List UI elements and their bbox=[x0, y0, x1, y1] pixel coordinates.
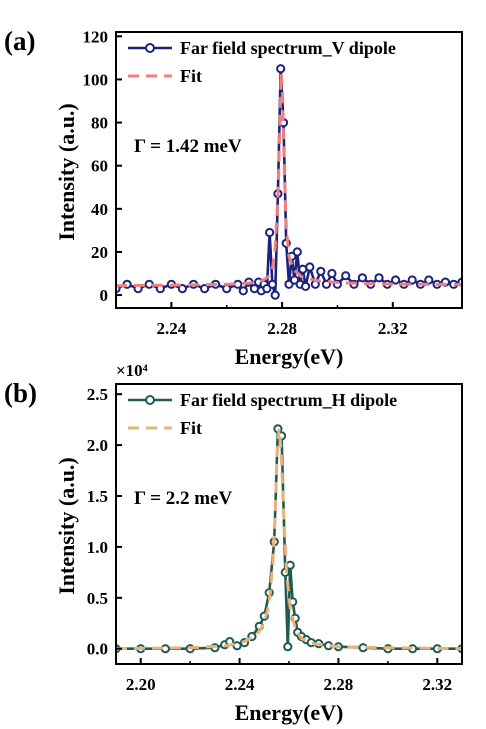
spectrum-point bbox=[276, 64, 286, 74]
y-tick-label: 0.0 bbox=[87, 640, 108, 659]
legend-marker bbox=[145, 395, 155, 405]
panel-label: (a) bbox=[4, 26, 35, 56]
spectrum-point bbox=[316, 266, 326, 276]
spectrum-point bbox=[374, 273, 384, 283]
gamma-annotation: Γ = 2.2 meV bbox=[134, 488, 232, 509]
fit-line bbox=[116, 72, 462, 288]
spectrum-point bbox=[267, 279, 277, 289]
y-tick-label: 1.0 bbox=[87, 538, 108, 557]
legend-marker bbox=[145, 43, 155, 53]
y-multiplier: ×10⁴ bbox=[116, 361, 148, 380]
legend-label: Far field spectrum_H dipole bbox=[180, 390, 397, 410]
panel-a: 2.24 2.28 2.32 0 20 40 60 80 100 120 Energy(eV) Int… bbox=[4, 26, 463, 369]
x-tick-label: 2.32 bbox=[378, 319, 408, 338]
y-tick-label: 80 bbox=[91, 114, 108, 133]
spectrum-point bbox=[424, 275, 434, 285]
fit-line bbox=[116, 428, 462, 651]
spectrum-point bbox=[200, 284, 210, 294]
x-tick-label: 2.24 bbox=[156, 319, 186, 338]
spectrum-point bbox=[391, 275, 401, 285]
y-axis-title: Intensity (a.u.) bbox=[54, 103, 79, 241]
y-tick-label: 0.5 bbox=[87, 589, 108, 608]
spectrum-point bbox=[305, 262, 315, 272]
plot-frame bbox=[115, 31, 463, 309]
spectrum-point bbox=[301, 281, 311, 291]
spectrum-point bbox=[177, 284, 187, 294]
spectrum-point bbox=[292, 247, 302, 257]
panel-b: 2.20 2.24 2.28 2.32 0.0 0.5 1.0 1.5 2.0 2.5 Energy… bbox=[4, 361, 463, 725]
spectrum-point bbox=[144, 279, 154, 289]
y-tick-label: 60 bbox=[91, 157, 108, 176]
series-group bbox=[116, 64, 462, 300]
spectrum-point bbox=[327, 268, 337, 279]
spectrum-point bbox=[341, 271, 351, 281]
y-tick-label: 100 bbox=[83, 70, 109, 89]
x-tick-label: 2.28 bbox=[267, 319, 297, 338]
spectrum-point bbox=[357, 273, 367, 283]
x-axis-title: Energy(eV) bbox=[235, 700, 344, 725]
spectrum-point bbox=[238, 286, 248, 296]
spectrum-point bbox=[232, 641, 242, 651]
spectrum-point bbox=[283, 642, 293, 652]
spectrum-point bbox=[233, 279, 243, 289]
legend-label: Fit bbox=[180, 66, 202, 86]
y-tick-label: 2.0 bbox=[87, 436, 108, 455]
x-tick-label: 2.28 bbox=[324, 675, 354, 694]
y-tick-label: 120 bbox=[83, 27, 109, 46]
panel-label: (b) bbox=[4, 378, 37, 408]
gamma-annotation: Γ = 1.42 meV bbox=[134, 136, 242, 157]
y-tick-label: 1.5 bbox=[87, 487, 108, 506]
spectrum-point bbox=[222, 284, 232, 294]
x-tick-label: 2.32 bbox=[422, 675, 452, 694]
spectrum-point bbox=[407, 275, 417, 285]
legend-label: Fit bbox=[180, 418, 202, 438]
legend-label: Far field spectrum_V dipole bbox=[180, 38, 396, 58]
y-axis-title: Intensity (a.u.) bbox=[54, 457, 79, 595]
y-tick-label: 0 bbox=[100, 286, 109, 305]
spectrum-point bbox=[265, 227, 275, 238]
series-group bbox=[116, 423, 462, 654]
y-tick-label: 40 bbox=[91, 200, 108, 219]
x-tick-label: 2.20 bbox=[126, 675, 156, 694]
y-tick-label: 20 bbox=[91, 243, 108, 262]
x-axis-title: Energy(eV) bbox=[235, 344, 344, 369]
spectrum-point bbox=[270, 290, 280, 300]
x-tick-label: 2.24 bbox=[225, 675, 255, 694]
y-tick-label: 2.5 bbox=[87, 385, 108, 404]
spectrum-line bbox=[116, 423, 462, 651]
